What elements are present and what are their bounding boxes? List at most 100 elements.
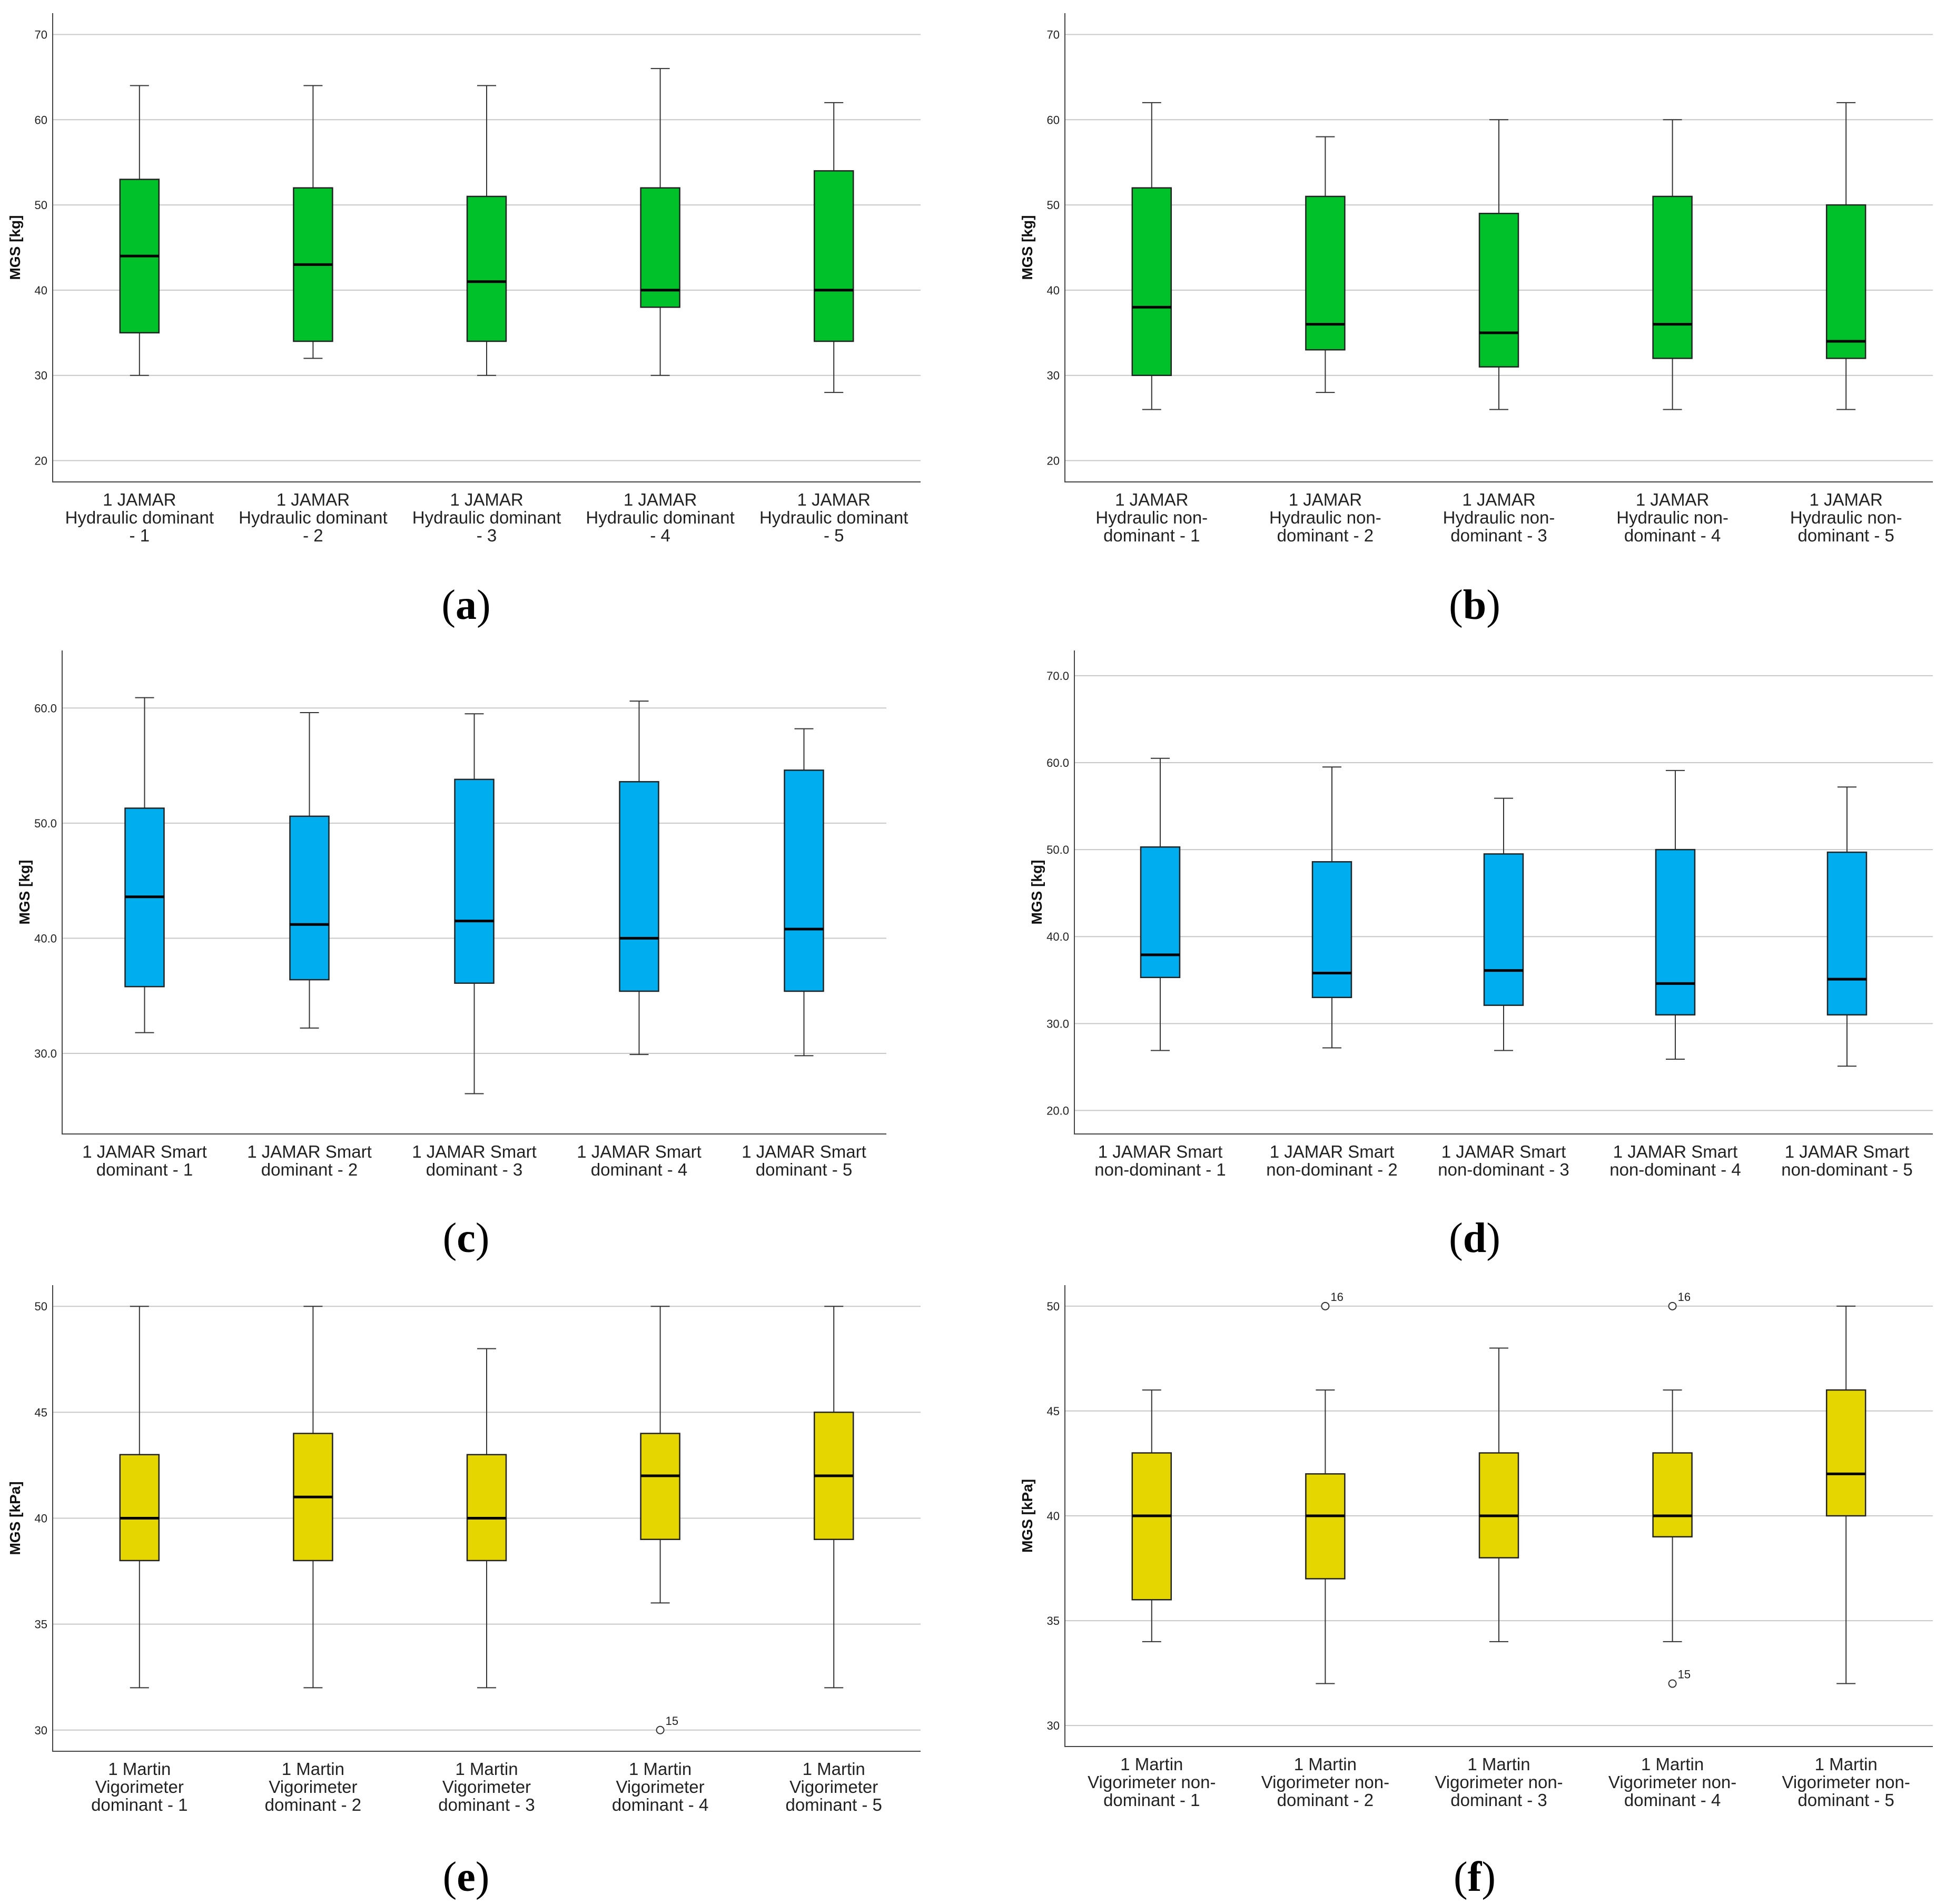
y-tick-label: 70 [1047,28,1060,41]
x-category-label: 1 Martin Vigorimeter non-dominant - 3 [1435,1754,1563,1810]
y-axis-label: MGS [kPa] [1019,1479,1035,1553]
x-category-label: 1 JAMAR Hydraulic dominant - 4 [586,490,734,545]
outlier-point [1668,1679,1677,1688]
box-iqr [1305,195,1346,351]
box-iqr [640,187,680,308]
box-3 [1483,797,1524,1051]
y-tick-label: 40 [1047,284,1060,297]
y-tick-label: 70 [35,28,47,41]
y-tick-label: 30 [1047,369,1060,382]
panel-caption: (b) [1449,582,1500,628]
panel-caption: (d) [1449,1215,1500,1261]
box-iqr [119,1454,160,1562]
y-tick-label: 45 [1047,1405,1060,1418]
y-tick-label: 50 [1047,199,1060,212]
box-4 [1652,119,1693,410]
y-axis-label: MGS [kPa] [7,1481,23,1555]
panel-f: 30 35 40 45 50 MGS [kPa] 1 Martin Vigorimeter n… [1019,1285,1933,1900]
y-tick-label: 30.0 [1046,1017,1069,1030]
panel-a: 20 30 40 50 60 70 MGS [kg] 1 JAMAR Hydraulic dom… [7,13,921,628]
y-tick-label: 35 [35,1618,47,1631]
y-axis-label: MGS [kg] [16,860,33,925]
box-iqr [289,815,330,981]
box-2 [1305,136,1346,393]
y-tick-label: 60.0 [34,702,57,715]
box-1 [119,1306,160,1689]
box-iqr [1483,853,1524,1006]
box-5 [1825,1305,1866,1684]
y-tick-label: 60.0 [1046,756,1069,770]
box-2 [289,712,330,1029]
box-iqr [1140,846,1181,979]
x-category-label: 1 JAMAR Hydraulic dominant - 3 [412,490,561,545]
box-5 [1826,786,1868,1067]
y-tick-label: 40 [1047,1510,1060,1523]
panel-caption: (c) [443,1215,490,1261]
box-2 [1305,1389,1346,1684]
x-category-label: 1 JAMAR Smart non-dominant - 1 [1094,1142,1226,1179]
x-category-label: 1 Martin Vigorimeter non-dominant - 5 [1782,1754,1910,1810]
x-category-label: 1 Martin Vigorimeter non-dominant - 2 [1261,1754,1389,1810]
x-category-label: 1 JAMAR Smart dominant - 1 [82,1142,207,1179]
y-tick-label: 30 [1047,1719,1060,1732]
axis-lines [52,1285,921,1752]
x-category-label: 1 Martin Vigorimeter dominant - 3 [438,1759,535,1814]
box-iqr [454,778,495,984]
box-iqr [1131,1452,1172,1601]
axis-lines [52,13,921,482]
y-tick-label: 50.0 [34,817,57,830]
y-tick-label: 50 [35,199,47,212]
box-iqr [619,781,659,992]
x-category-label: 1 JAMAR Smart non-dominant - 3 [1438,1142,1569,1179]
box-iqr [1826,851,1868,1016]
box-3 [1478,1347,1519,1642]
box-iqr [1311,861,1352,999]
x-category-label: 1 JAMAR Smart dominant - 4 [577,1142,702,1179]
box-iqr [813,170,854,342]
x-category-label: 1 JAMAR Smart dominant - 3 [412,1142,537,1179]
y-tick-label: 40.0 [34,932,57,945]
y-tick-label: 50 [35,1300,47,1313]
outlier-label: 15 [666,1714,678,1728]
box-4 [640,1306,680,1604]
x-category-label: 1 Martin Vigorimeter dominant - 4 [612,1759,708,1814]
box-iqr [640,1433,680,1540]
x-category-label: 1 JAMAR Hydraulic non-dominant - 1 [1095,490,1208,545]
y-tick-label: 50.0 [1046,843,1069,856]
y-tick-label: 30 [35,1724,47,1737]
box-3 [466,1348,507,1689]
x-category-label: 1 Martin Vigorimeter non-dominant - 4 [1608,1754,1736,1810]
axis-lines [1074,650,1933,1134]
outlier-point [1668,1301,1677,1310]
y-tick-label: 20 [1047,455,1060,468]
box-3 [1478,119,1519,410]
outlier-point [656,1725,665,1734]
x-category-label: 1 Martin Vigorimeter dominant - 5 [785,1759,882,1814]
panel-d: 20.0 30.0 40.0 50.0 60.0 70.0 MGS [kg] 1 JAMAR … [1029,650,1933,1261]
outlier-point [1321,1301,1330,1310]
box-1 [1131,102,1172,410]
box-4 [1652,1389,1693,1642]
y-tick-label: 70.0 [1046,669,1069,683]
axis-lines [1064,1285,1933,1747]
y-tick-label: 40.0 [1046,930,1069,943]
x-category-label: 1 JAMAR Hydraulic non-dominant - 2 [1269,490,1381,545]
y-tick-label: 60 [1047,113,1060,126]
box-1 [1140,757,1181,1051]
box-3 [466,85,507,376]
y-tick-label: 30.0 [34,1047,57,1060]
box-iqr [784,770,824,992]
box-4 [619,701,659,1055]
box-iqr [466,1454,507,1562]
x-category-label: 1 JAMAR Hydraulic dominant - 5 [759,490,908,545]
box-iqr [1652,195,1693,359]
y-tick-label: 20.0 [1046,1104,1069,1117]
y-tick-label: 60 [35,113,47,126]
box-2 [1311,766,1352,1049]
box-iqr [1825,204,1866,359]
x-category-label: 1 JAMAR Hydraulic dominant - 1 [65,490,214,545]
panel-caption: (f) [1454,1854,1496,1900]
y-tick-label: 35 [1047,1614,1060,1627]
x-category-label: 1 JAMAR Smart dominant - 2 [247,1142,372,1179]
box-1 [119,85,160,376]
